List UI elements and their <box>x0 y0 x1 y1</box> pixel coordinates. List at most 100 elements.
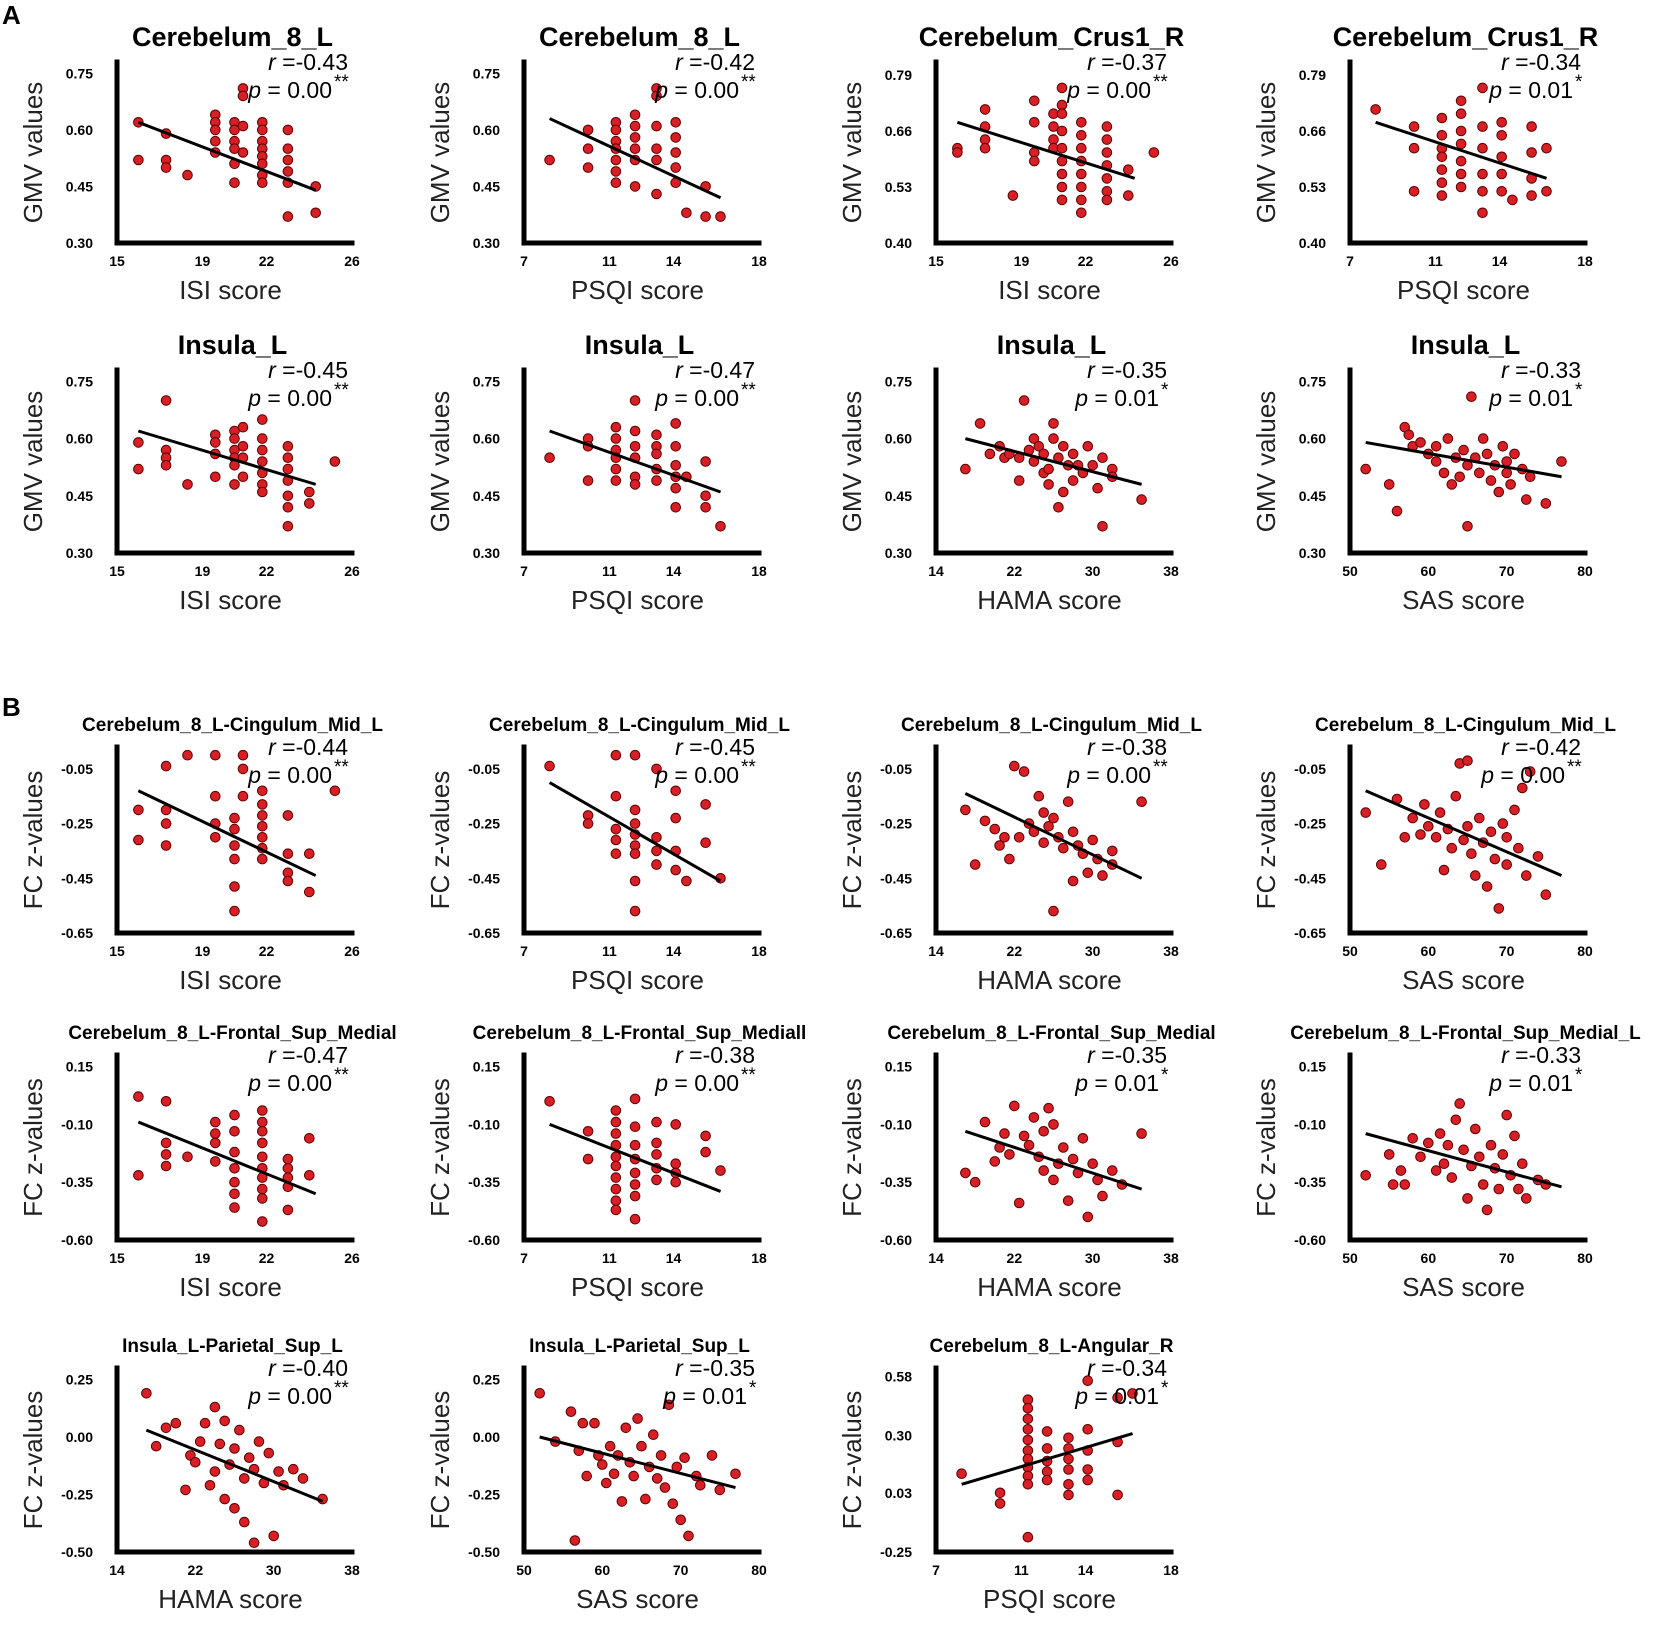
x-tick-label: 15 <box>109 1250 125 1266</box>
panel-label-A: A <box>2 0 21 30</box>
data-point <box>1485 826 1497 838</box>
y-tick-label: 0.60 <box>885 431 912 447</box>
x-tick-label: 60 <box>1421 563 1437 579</box>
data-point <box>979 142 991 154</box>
x-axis-label: ISI score <box>998 275 1101 305</box>
significance-stars: ** <box>1567 757 1582 778</box>
significance-stars: ** <box>741 72 756 93</box>
data-point <box>282 1163 294 1174</box>
data-point <box>1076 117 1087 128</box>
data-point <box>257 486 268 498</box>
x-tick-label: 18 <box>751 563 767 579</box>
data-point <box>544 1096 555 1107</box>
data-point <box>1101 173 1113 184</box>
data-point <box>160 818 172 829</box>
data-point <box>610 177 622 188</box>
data-point <box>994 840 1005 851</box>
data-point <box>670 812 682 824</box>
y-tick-label: 0.53 <box>885 179 912 195</box>
data-point <box>1521 494 1532 505</box>
data-point <box>1505 479 1516 490</box>
data-point <box>182 1151 193 1163</box>
p-value: p = 0.01 <box>1488 77 1573 103</box>
data-point <box>679 1452 690 1463</box>
x-tick-label: 7 <box>520 943 528 959</box>
data-point <box>610 1116 622 1128</box>
chart-title: Cerebelum_8_L-Cingulum_Mid_L <box>489 715 790 736</box>
y-tick-label: -0.45 <box>468 870 500 886</box>
data-point <box>1513 1183 1524 1195</box>
y-axis-label: FC z-values <box>425 771 455 910</box>
data-point <box>610 1128 622 1139</box>
data-point <box>994 1498 1006 1509</box>
chart-panel-a7: Insula_L 0.30 0.45 0.60 0.75 14 22 30 38 HAMA sco… <box>837 330 1179 615</box>
data-point <box>1423 1137 1434 1149</box>
data-point <box>629 181 641 192</box>
x-axis-label: HAMA score <box>977 585 1122 615</box>
data-point <box>582 818 594 829</box>
data-point <box>282 441 294 452</box>
data-point <box>1041 1474 1053 1486</box>
chart-panel-b4: Cerebelum_8_L-Cingulum_Mid_L -0.65 -0.45 -0… <box>1251 715 1616 995</box>
data-point <box>1497 441 1509 452</box>
x-axis-label: SAS score <box>576 1584 699 1614</box>
data-point <box>1018 395 1030 406</box>
data-point <box>1474 1151 1485 1163</box>
data-point <box>610 124 622 136</box>
r-value: r =-0.33 <box>1501 357 1581 383</box>
y-axis-label: FC z-values <box>18 1078 48 1217</box>
data-point <box>1430 456 1442 467</box>
x-tick-label: 7 <box>932 1562 940 1578</box>
data-point <box>651 154 662 166</box>
y-axis-label: FC z-values <box>837 771 867 910</box>
axis-lines <box>114 744 355 936</box>
data-point <box>1023 1139 1035 1151</box>
data-point <box>282 810 294 821</box>
data-point <box>1043 479 1054 490</box>
y-tick-label: 0.40 <box>885 235 912 251</box>
data-point <box>229 1503 240 1514</box>
p-value: p = 0.00 <box>654 385 739 411</box>
data-point <box>629 109 641 121</box>
significance-stars: ** <box>334 757 349 778</box>
x-tick-label: 22 <box>188 1562 204 1578</box>
data-point <box>282 848 294 860</box>
data-point <box>257 1183 268 1195</box>
y-axis-label: GMV values <box>837 82 867 224</box>
data-point <box>237 763 249 775</box>
data-point <box>1112 1489 1123 1501</box>
data-point <box>1092 482 1103 494</box>
data-point <box>133 804 144 816</box>
data-point <box>1063 1489 1074 1501</box>
data-point <box>629 132 641 143</box>
r-value: r =-0.44 <box>268 734 348 760</box>
x-tick-label: 7 <box>520 253 528 269</box>
axis-lines <box>1347 367 1588 556</box>
data-point <box>1524 471 1536 483</box>
data-point <box>1097 1190 1108 1202</box>
x-axis-label: SAS score <box>1402 585 1525 615</box>
chart-title: Cerebelum_8_L-Cingulum_Mid_L <box>901 715 1202 736</box>
data-point <box>1063 1479 1074 1490</box>
y-tick-label: -0.25 <box>1294 816 1326 832</box>
y-tick-label: 0.30 <box>473 235 500 251</box>
data-point <box>640 1493 651 1505</box>
data-point <box>1056 168 1068 180</box>
data-point <box>160 1096 172 1107</box>
r-value: r =-0.45 <box>268 357 348 383</box>
data-point <box>1430 1165 1442 1176</box>
axis-lines <box>521 744 762 936</box>
data-point <box>1446 842 1458 854</box>
y-tick-label: 0.79 <box>1299 67 1326 83</box>
regression-line <box>137 1120 317 1196</box>
data-point <box>1076 207 1087 219</box>
axis-lines <box>114 1365 355 1555</box>
data-point <box>1423 821 1434 832</box>
chart-title: Insula_L-Parietal_Sup_L <box>529 1336 750 1357</box>
data-point <box>700 799 711 810</box>
data-point <box>1496 151 1507 163</box>
data-point <box>1415 437 1426 448</box>
axis-lines <box>114 367 355 556</box>
data-point <box>282 1153 294 1165</box>
data-point <box>1407 812 1418 824</box>
